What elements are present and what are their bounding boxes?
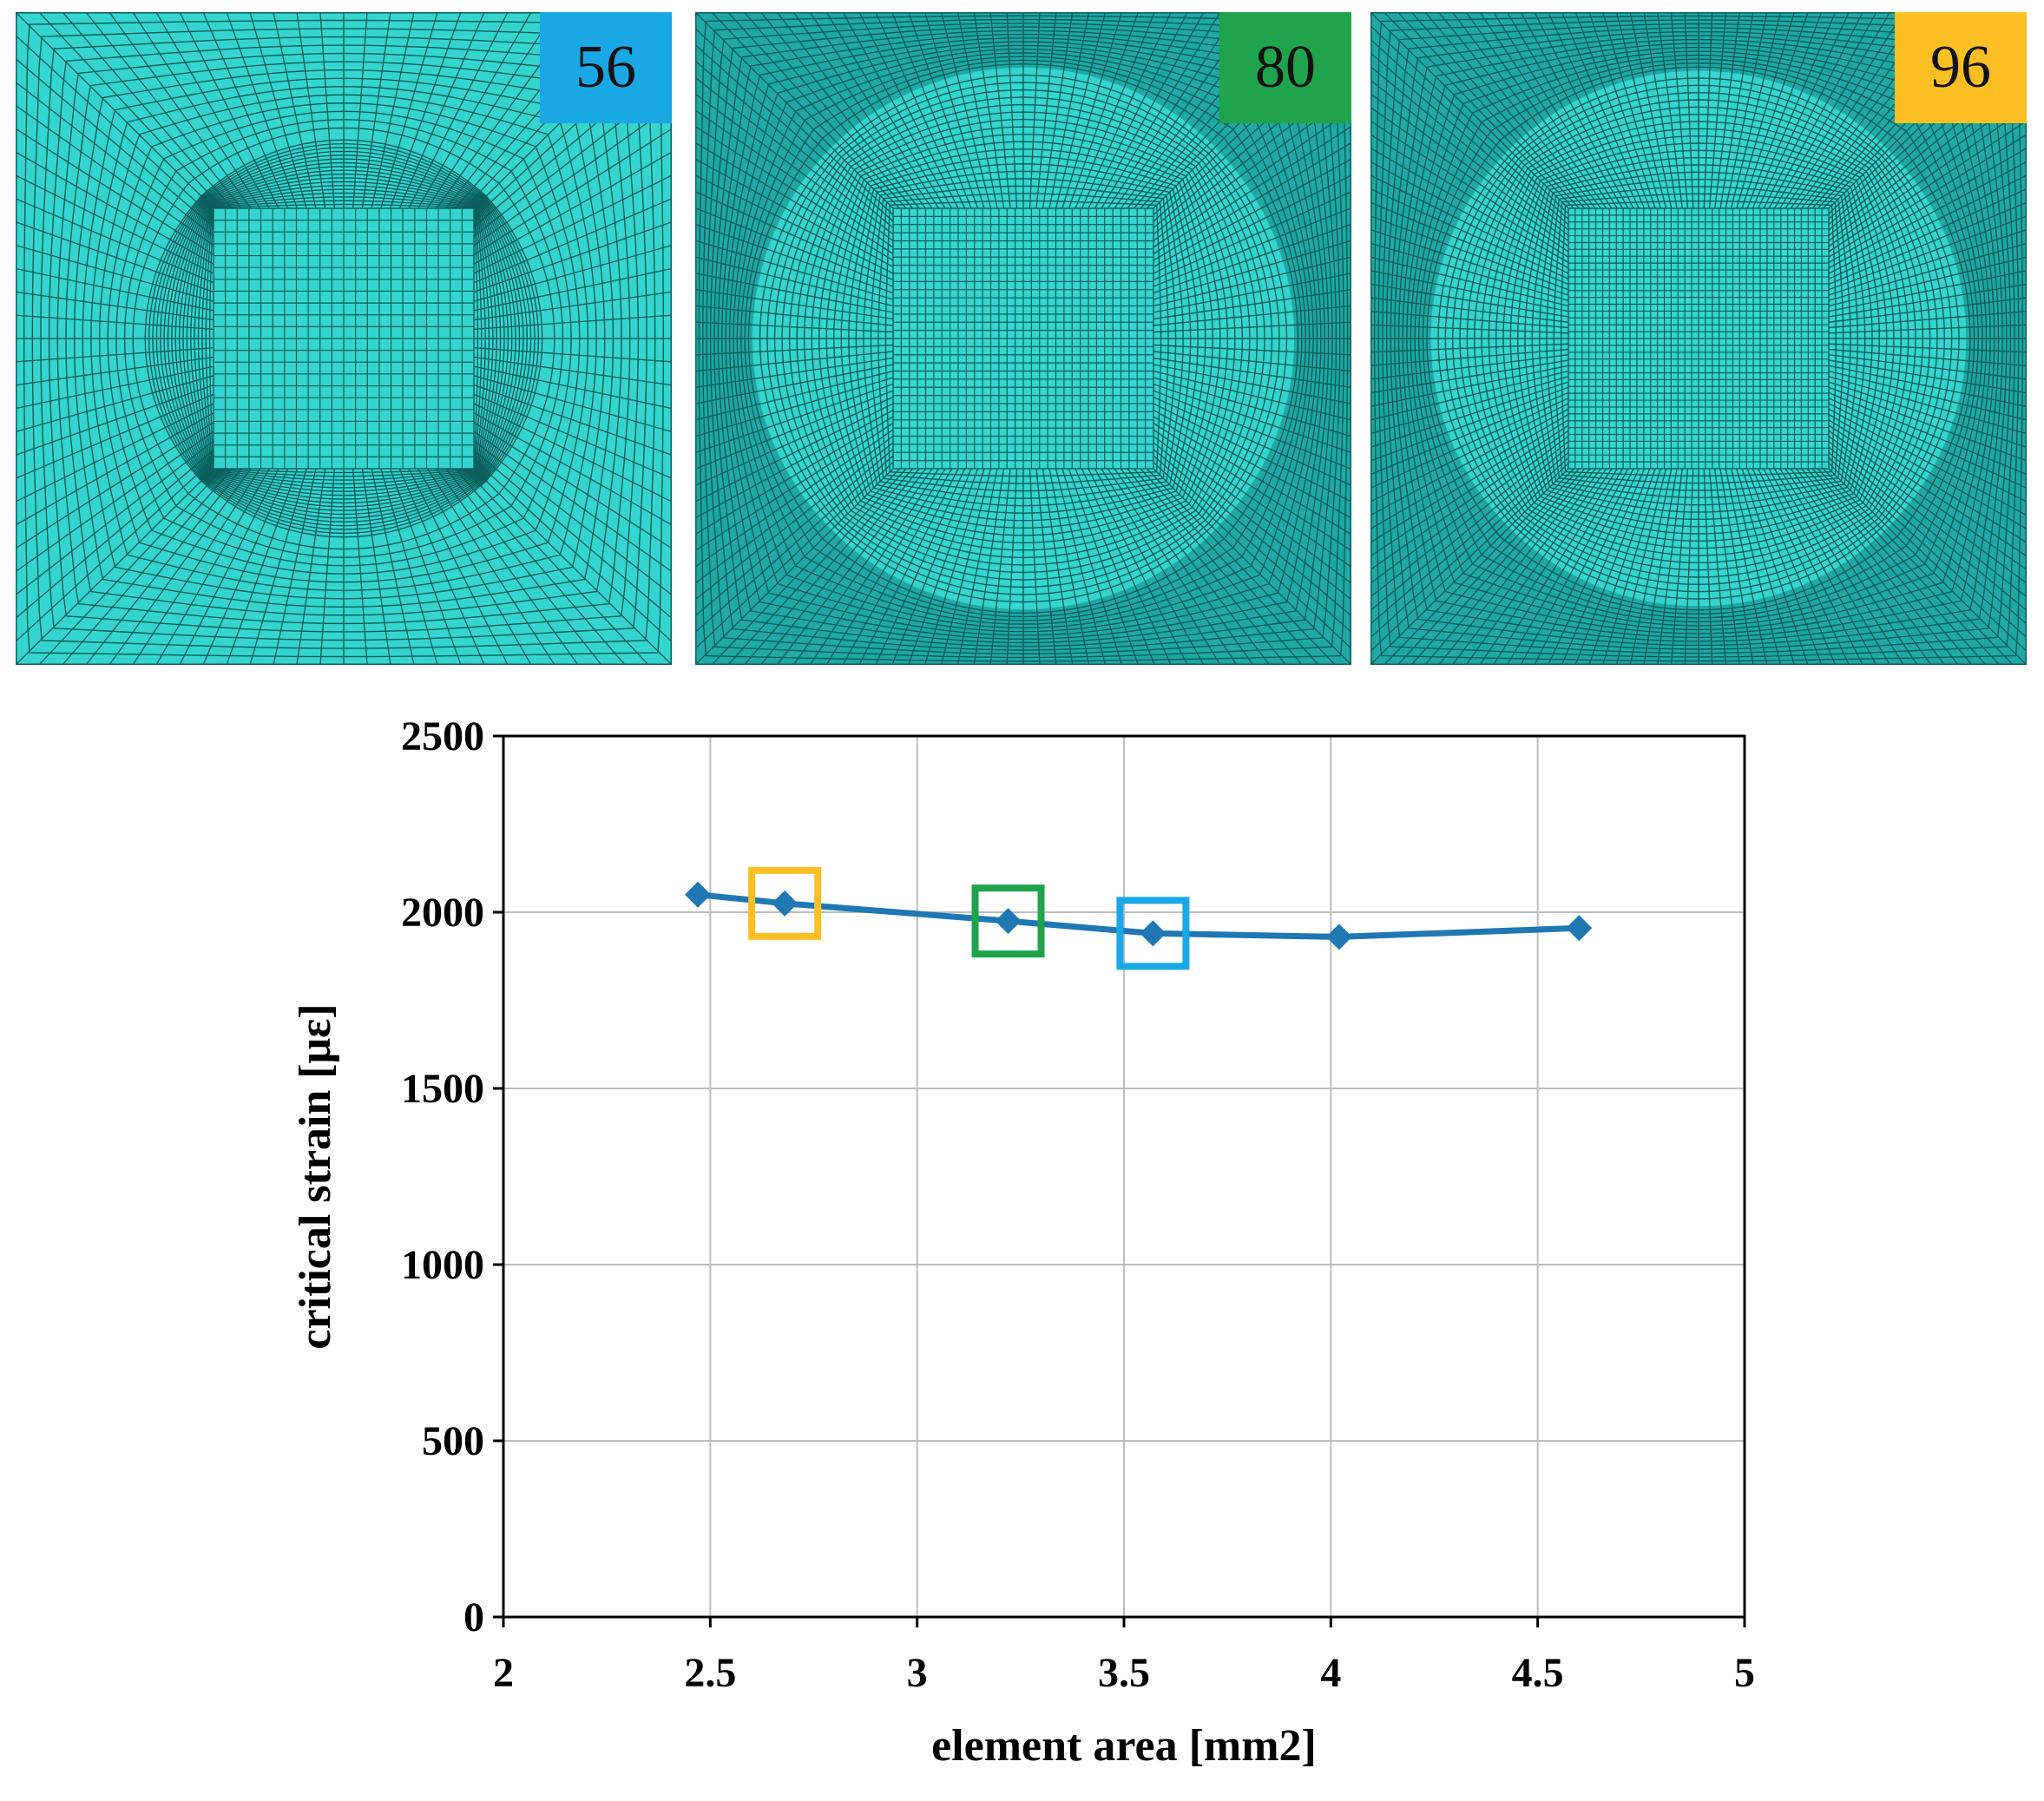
- mesh-panel-56: 56: [16, 12, 672, 665]
- x-tick-label: 2.5: [684, 1650, 736, 1696]
- x-tick-label: 3.5: [1098, 1650, 1150, 1696]
- mesh-lines: [1370, 12, 2027, 665]
- mesh-lines: [695, 12, 1351, 665]
- x-tick-label: 2: [493, 1650, 514, 1696]
- mesh-80-image: [695, 12, 1351, 665]
- data-point-marker: [772, 890, 799, 917]
- data-point-marker: [1140, 920, 1167, 947]
- mesh-panel-96: 96: [1370, 12, 2027, 665]
- y-tick-label: 2000: [401, 890, 484, 936]
- highlight-box-56: [1116, 897, 1190, 970]
- x-tick-label: 3: [907, 1650, 928, 1696]
- mesh-56-badge: 56: [540, 12, 672, 123]
- mesh-96-badge: 96: [1895, 12, 2027, 123]
- chart-highlights: [748, 866, 1190, 970]
- x-tick-label: 4.5: [1512, 1650, 1564, 1696]
- y-tick-label: 2500: [401, 713, 484, 759]
- line-chart: 2 2.5 3 3.5 4 4.5 5 0 500 1000 1500 2000 2500 elemen…: [291, 713, 1755, 1771]
- mesh-lines: [16, 12, 672, 665]
- y-axis-label: critical strain [με]: [291, 1003, 340, 1349]
- highlight-box-80: [971, 884, 1045, 958]
- chart-series: [685, 881, 1593, 950]
- mesh-96-image: [1370, 12, 2027, 665]
- highlight-box-96: [748, 866, 822, 940]
- x-tick-label: 4: [1320, 1650, 1341, 1696]
- mesh-80-badge: 80: [1219, 12, 1351, 123]
- y-tick-label: 1000: [401, 1242, 484, 1288]
- chart-ticks: 2 2.5 3 3.5 4 4.5 5 0 500 1000 1500 2000 2500: [401, 713, 1755, 1696]
- y-tick-label: 500: [422, 1418, 484, 1464]
- x-axis-label: element area [mm2]: [931, 1721, 1317, 1771]
- data-point-marker: [1566, 915, 1593, 942]
- data-point-marker: [1325, 924, 1352, 950]
- y-tick-label: 1500: [401, 1066, 484, 1112]
- series-line: [697, 891, 1580, 940]
- data-point-marker: [685, 881, 712, 908]
- chart-gridlines: [503, 735, 1745, 1618]
- y-tick-label: 0: [463, 1594, 484, 1640]
- x-tick-label: 5: [1734, 1650, 1755, 1696]
- mesh-panel-80: 80: [695, 12, 1351, 665]
- data-point-marker: [995, 908, 1022, 935]
